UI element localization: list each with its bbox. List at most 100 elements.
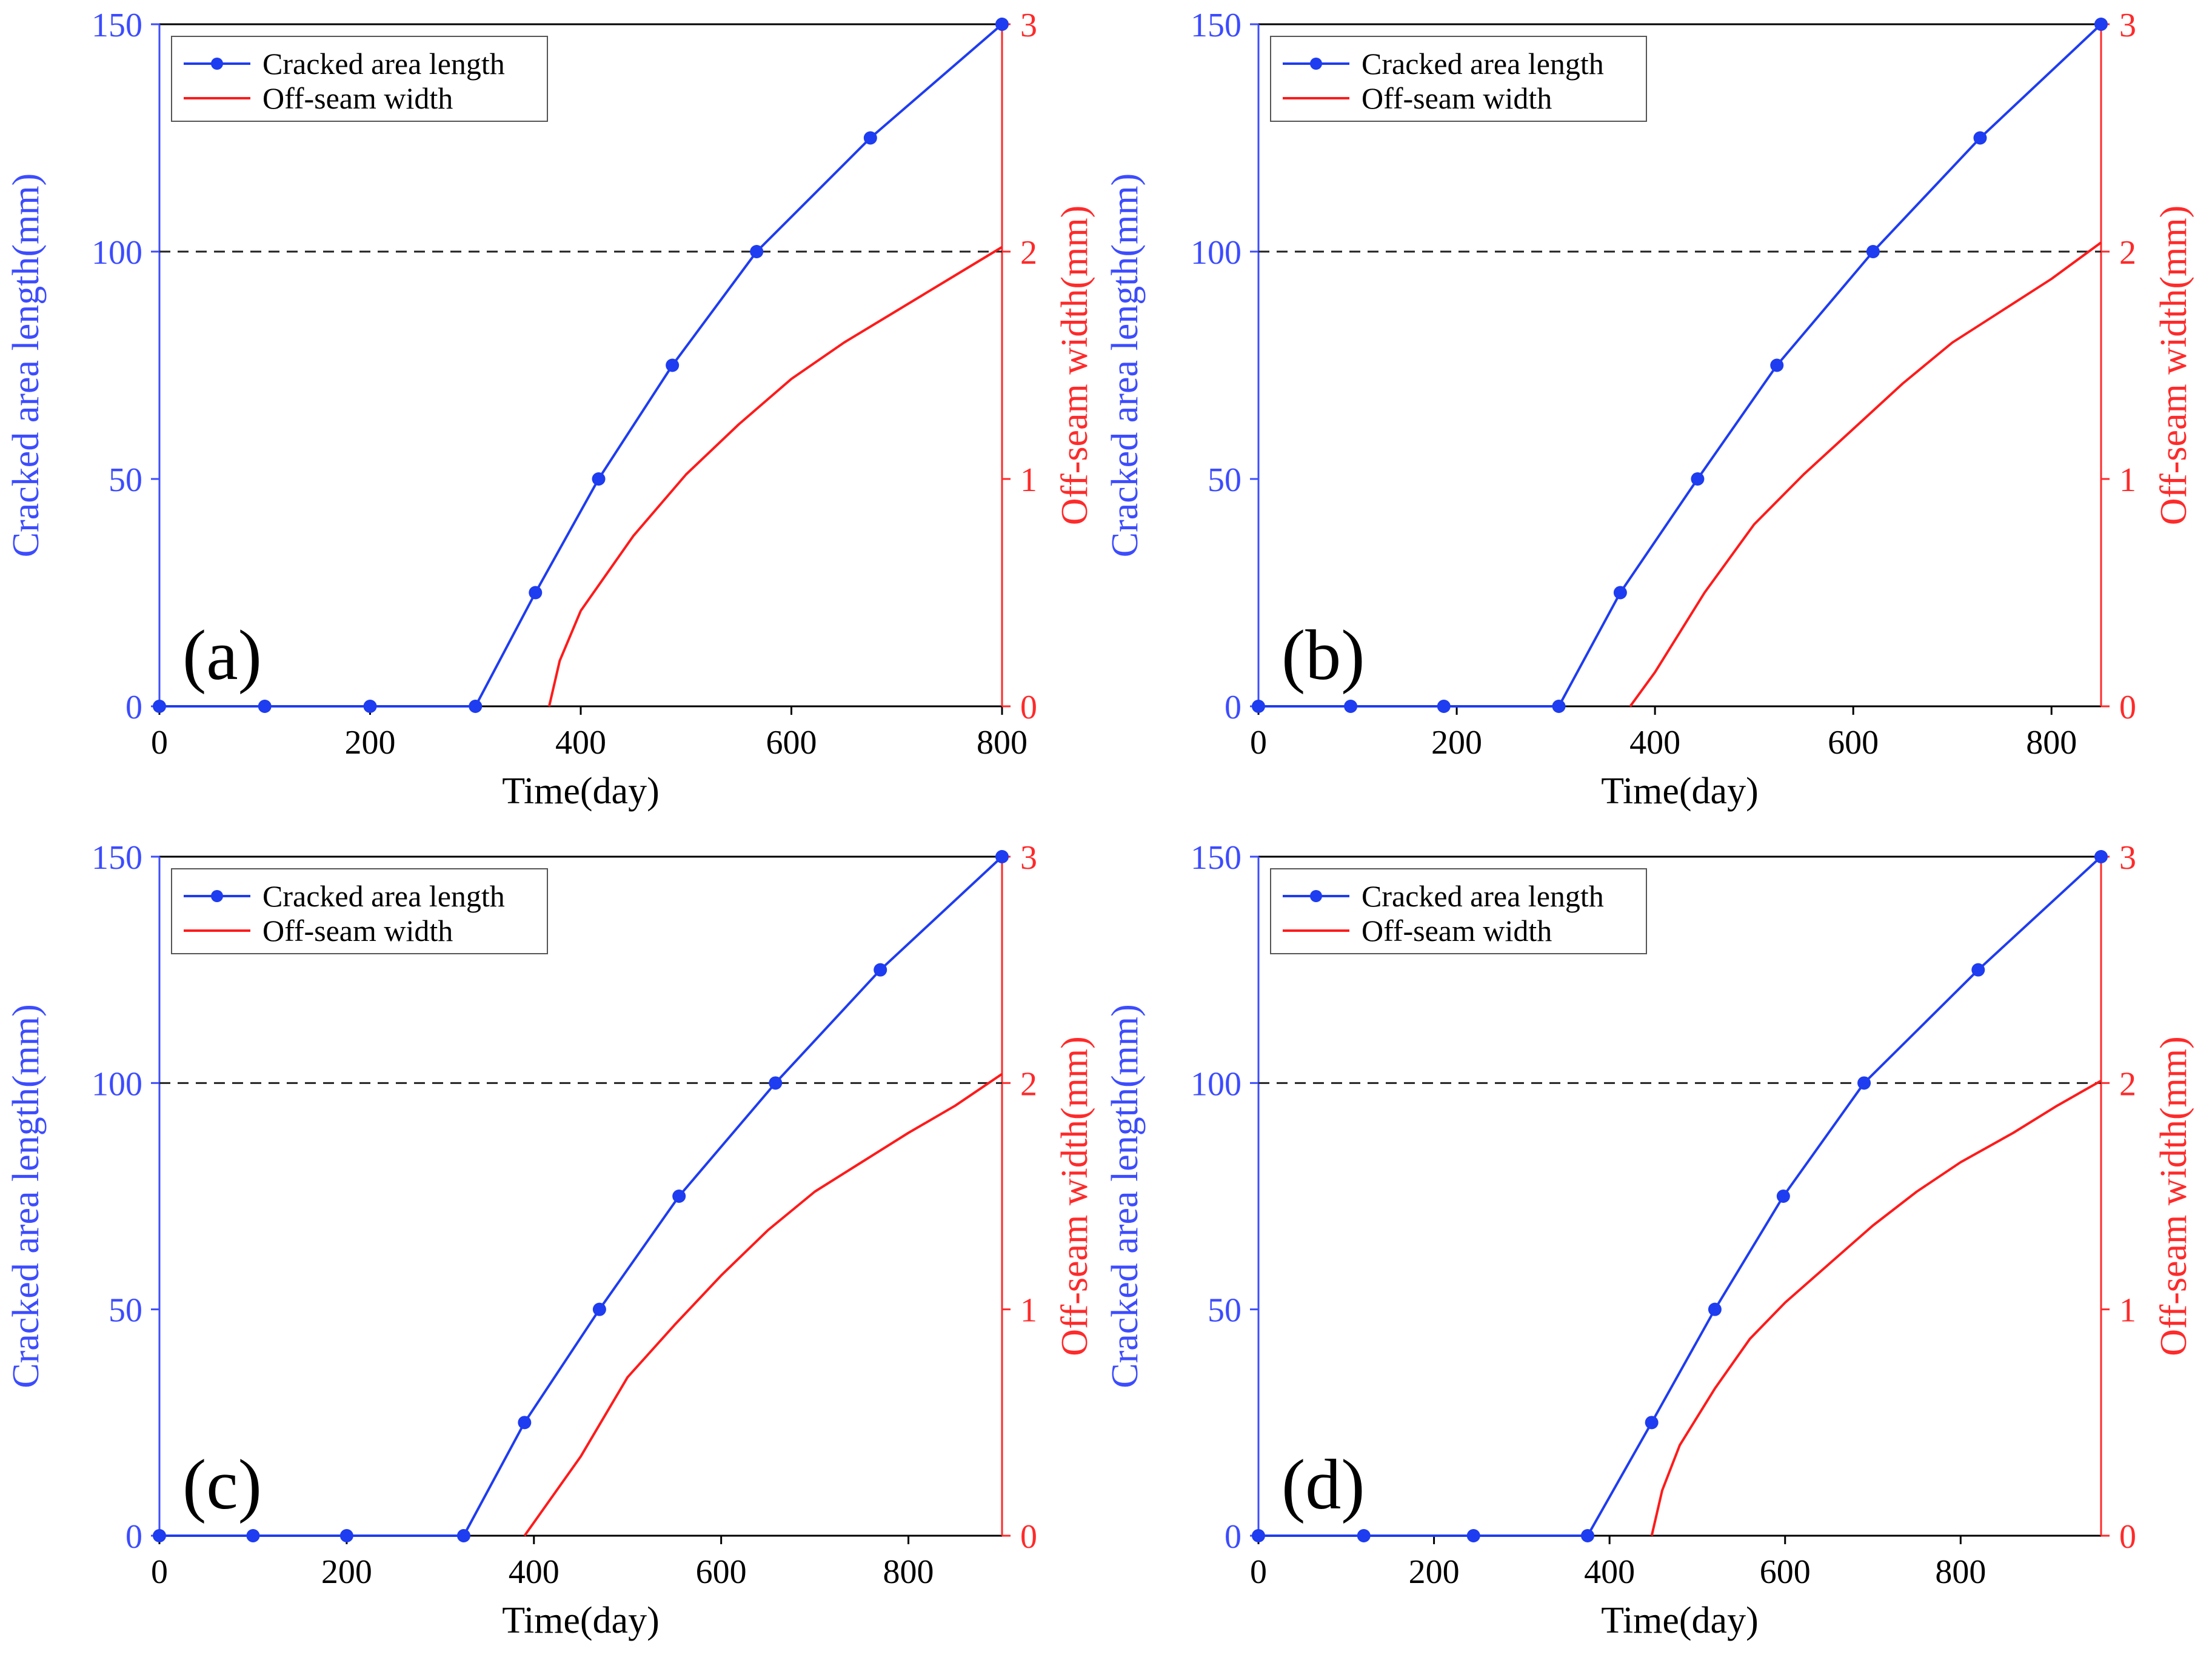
legend-label-width: Off-seam width (262, 914, 453, 948)
legend-box (1270, 36, 1647, 122)
left-y-tick-label: 0 (125, 1518, 142, 1556)
panel-label: (d) (1281, 1445, 1365, 1524)
left-y-tick-label: 50 (109, 1292, 142, 1330)
cracked-length-point (1708, 1302, 1722, 1316)
left-y-axis-title: Cracked area length(mm) (1104, 1004, 1146, 1388)
right-y-tick-label: 2 (2119, 234, 2136, 272)
right-y-tick-label: 1 (1020, 461, 1037, 499)
cracked-length-point (1252, 700, 1265, 713)
legend-marker-length (211, 890, 223, 902)
cracked-length-point (1973, 131, 1987, 145)
cracked-length-point (2094, 18, 2108, 31)
cracked-length-point (339, 1529, 353, 1542)
left-y-tick-label: 100 (1191, 234, 1241, 272)
x-tick-label: 800 (2026, 724, 2077, 761)
cracked-length-line (1258, 23, 2102, 708)
left-y-tick-label: 0 (125, 689, 142, 726)
left-y-tick-label: 150 (1191, 839, 1241, 877)
right-y-tick-label: 0 (2119, 1518, 2136, 1556)
x-tick-label: 0 (151, 724, 168, 761)
right-y-tick-label: 1 (2119, 1292, 2136, 1330)
x-tick-label: 200 (1409, 1553, 1460, 1591)
right-y-tick-label: 3 (2119, 839, 2136, 877)
cracked-length-point (518, 1416, 532, 1430)
cracked-length-point (529, 586, 543, 600)
right-y-tick-label: 0 (2119, 689, 2136, 726)
x-tick-label: 800 (883, 1553, 934, 1591)
x-tick-label: 400 (555, 724, 606, 761)
cracked-length-point (1645, 1416, 1659, 1430)
cracked-length-point (1613, 586, 1627, 600)
left-y-tick-label: 100 (1191, 1065, 1241, 1103)
x-tick-label: 0 (1250, 724, 1267, 761)
x-tick-label: 600 (1828, 724, 1879, 761)
chart-panel-a: 0 200 400 600 8000501001500123Time(day)Crack… (5, 7, 1095, 812)
cracked-length-point (1552, 700, 1566, 713)
cracked-length-point (863, 131, 877, 145)
cracked-length-point (469, 700, 483, 713)
left-y-tick-label: 150 (1191, 7, 1241, 44)
cracked-length-point (1770, 358, 1784, 372)
x-tick-label: 800 (1935, 1553, 1986, 1591)
right-y-tick-label: 1 (2119, 461, 2136, 499)
left-y-tick-label: 100 (92, 1065, 142, 1103)
right-y-tick-label: 2 (2119, 1065, 2136, 1103)
cracked-length-point (1580, 1529, 1594, 1542)
x-tick-label: 600 (696, 1553, 747, 1591)
cracked-length-point (363, 700, 377, 713)
cracked-length-point (1437, 700, 1451, 713)
right-y-tick-label: 3 (2119, 7, 2136, 44)
x-tick-label: 400 (1584, 1553, 1635, 1591)
left-y-tick-label: 50 (1208, 1292, 1241, 1330)
left-y-tick-label: 150 (92, 839, 142, 877)
legend-box (1270, 868, 1647, 954)
right-y-axis-title: Off-seam width(mm) (2153, 1036, 2194, 1356)
legend-label-length: Cracked area length (1362, 879, 1604, 913)
x-tick-label: 400 (1629, 724, 1680, 761)
panel-label: (c) (182, 1445, 262, 1524)
cracked-length-point (1866, 245, 1880, 258)
cracked-length-point (246, 1529, 260, 1542)
cracked-length-line (159, 855, 1003, 1537)
offseam-width-line (1650, 1079, 2102, 1536)
cracked-length-point (1971, 963, 1985, 977)
x-tick-label: 400 (509, 1553, 560, 1591)
right-y-axis-title: Off-seam width(mm) (1054, 1036, 1095, 1356)
right-y-tick-label: 0 (1020, 1518, 1037, 1556)
right-y-tick-label: 1 (1020, 1292, 1037, 1330)
legend-box (171, 868, 548, 954)
right-y-tick-label: 2 (1020, 1065, 1037, 1103)
left-y-tick-label: 50 (109, 461, 142, 499)
cracked-length-point (456, 1529, 470, 1542)
cracked-length-point (592, 472, 606, 486)
cracked-length-line (159, 23, 1003, 708)
legend-label-length: Cracked area length (262, 47, 505, 81)
cracked-length-point (592, 1302, 606, 1316)
cracked-length-point (1357, 1529, 1371, 1542)
legend-label-width: Off-seam width (262, 81, 453, 115)
panel-label: (a) (182, 615, 262, 695)
right-y-axis-title: Off-seam width(mm) (1054, 206, 1095, 525)
x-tick-label: 200 (321, 1553, 372, 1591)
x-tick-label: 0 (151, 1553, 168, 1591)
offseam-width-line (547, 246, 1003, 707)
cracked-length-point (1252, 1529, 1265, 1542)
x-axis-title: Time(day) (502, 771, 659, 812)
x-tick-label: 200 (345, 724, 396, 761)
cracked-length-point (1466, 1529, 1480, 1542)
right-y-tick-label: 3 (1020, 839, 1037, 877)
cracked-length-point (1344, 700, 1358, 713)
cracked-length-point (153, 1529, 166, 1542)
cracked-length-point (995, 18, 1009, 31)
chart-panel-c: 0 200 400 600 800 0 50 100 150 0 1 2 3 Time(day) Crack… (5, 839, 1095, 1641)
left-y-tick-label: 0 (1225, 689, 1241, 726)
offseam-width-line (1629, 241, 2102, 708)
cracked-length-point (874, 963, 887, 977)
chart-panel-d: 0 200 400 600 800 0 50 100 150 0 1 2 3 Time(day) Crack… (1104, 839, 2194, 1641)
left-y-axis-title: Cracked area length(mm) (1104, 173, 1146, 557)
panel-label: (b) (1281, 615, 1365, 695)
left-y-tick-label: 50 (1208, 461, 1241, 499)
offseam-width-line (523, 1073, 1003, 1537)
x-tick-label: 800 (977, 724, 1027, 761)
cracked-length-point (258, 700, 272, 713)
